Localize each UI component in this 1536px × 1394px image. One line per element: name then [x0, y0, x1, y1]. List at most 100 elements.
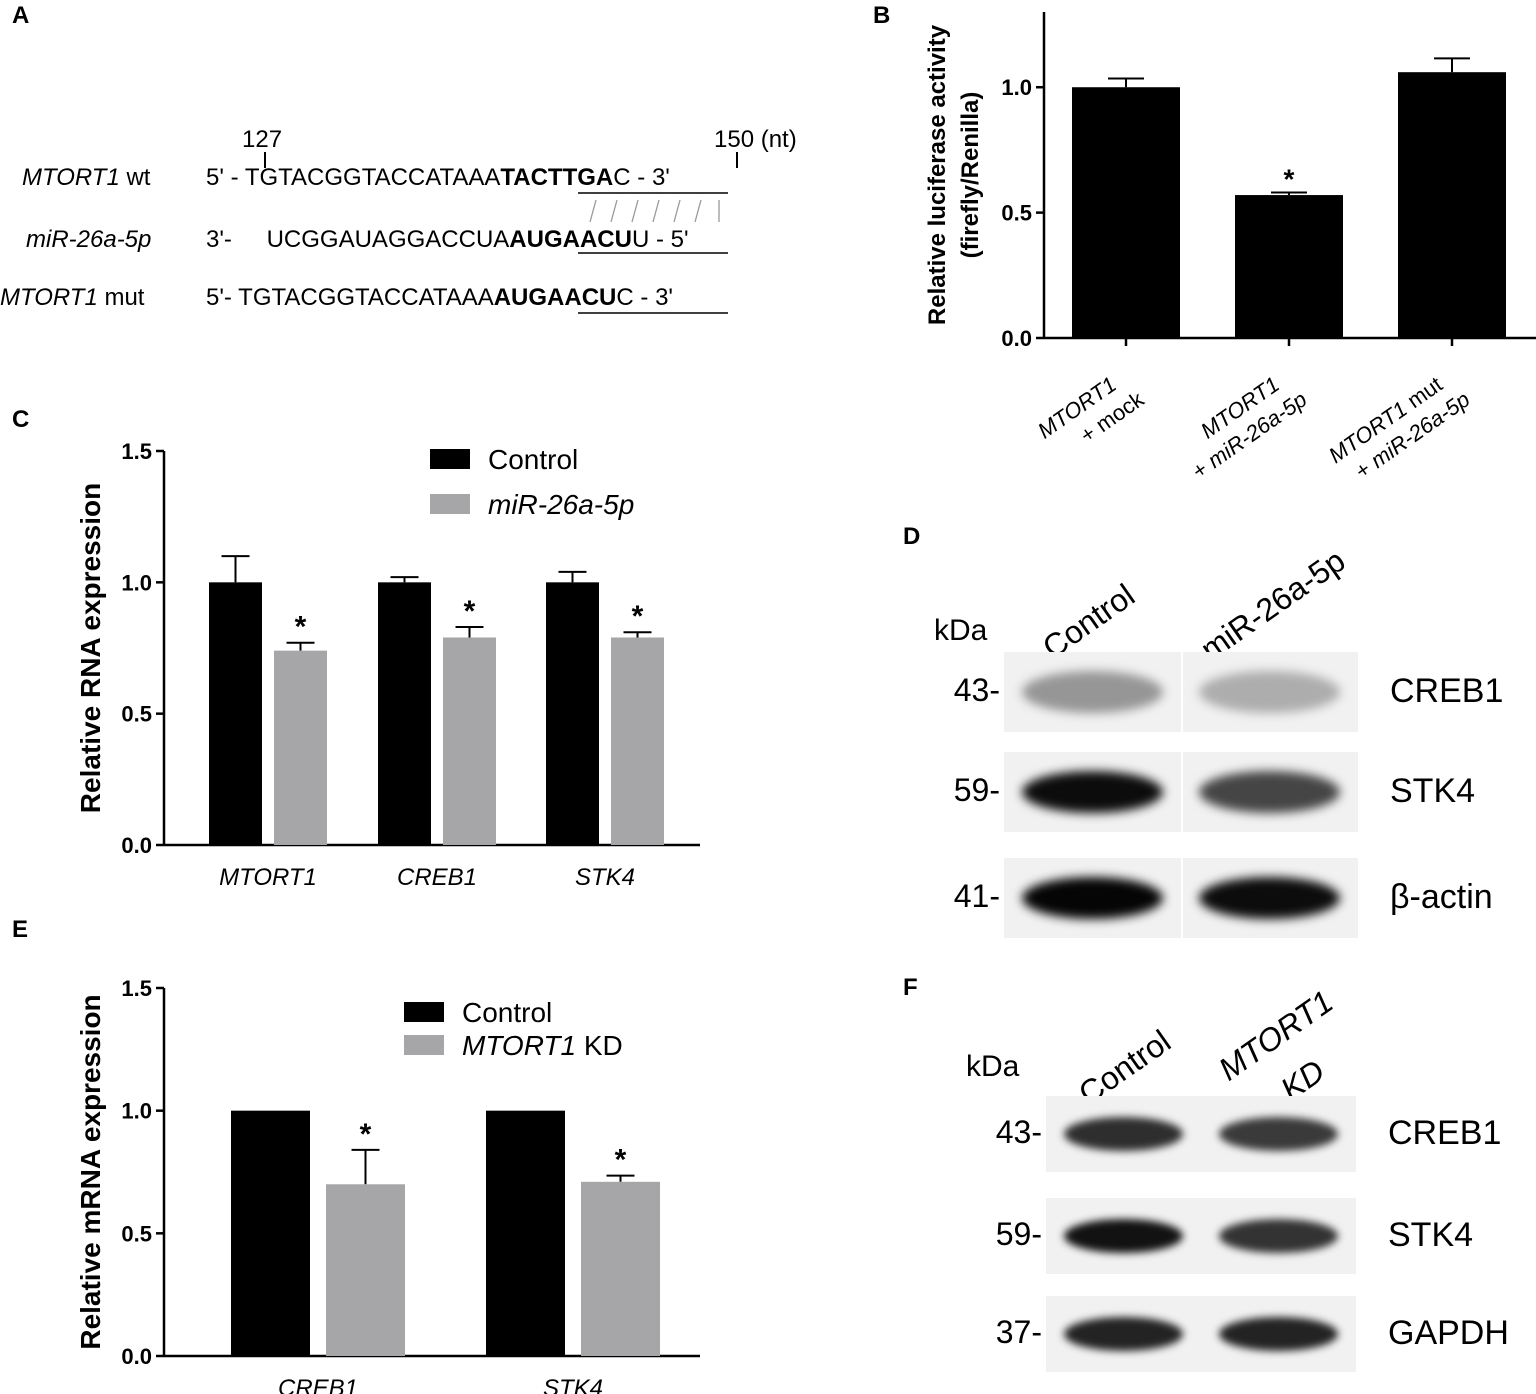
- chart-b-ylabel-2: (firefly/Renilla): [957, 92, 984, 259]
- blot-d-protein-label: STK4: [1390, 772, 1476, 810]
- seq-row-mut-sequence: 5'- TGTACGGTACCATAAAAUGAACUC - 3': [206, 284, 673, 311]
- blot-f-band: [1064, 1219, 1183, 1253]
- chart-c-legend-label: Control: [488, 444, 578, 475]
- blot-f-band: [1064, 1117, 1183, 1151]
- chart-e-legend-label: Control: [462, 997, 552, 1028]
- chart-e-bar: [486, 1110, 565, 1356]
- chart-b-bar: [1072, 87, 1180, 338]
- blot-d-band: [1022, 671, 1163, 713]
- panel-letter-c: C: [12, 406, 30, 433]
- chart-e-bar: [231, 1110, 310, 1356]
- blot-f-band: [1219, 1117, 1338, 1151]
- chart-e-bar: [326, 1184, 405, 1356]
- chart-b-y-tick-label: 1.0: [1001, 75, 1032, 100]
- chart-e-y-tick-label: 0.5: [121, 1221, 152, 1246]
- chart-b-y-tick-label: 0.0: [1001, 326, 1032, 351]
- blot-d-band: [1199, 771, 1340, 813]
- chart-e-legend-swatch: [404, 1035, 444, 1055]
- blot-f-band-strip: [1046, 1096, 1356, 1172]
- blot-f-band-strip: [1046, 1296, 1356, 1372]
- chart-b-ylabel: Relative luciferase activity: [924, 24, 951, 325]
- blot-f-band: [1064, 1317, 1183, 1351]
- chart-e-legend-swatch: [404, 1002, 444, 1022]
- blot-d-protein-label: CREB1: [1390, 672, 1504, 710]
- blot-f-marker-label: 37-: [995, 1314, 1042, 1350]
- panel-letter-b: B: [873, 2, 891, 29]
- seq-row-mir-name: miR-26a-5p: [26, 226, 152, 253]
- chart-c-x-label: CREB1: [397, 864, 477, 891]
- blot-f-band-strip: [1046, 1198, 1356, 1274]
- blot-d-marker-label: 43-: [953, 672, 1000, 708]
- chart-b-bar: [1398, 72, 1506, 338]
- chart-c-bar: [443, 637, 496, 845]
- blot-d-band-strip: [1004, 858, 1358, 938]
- chart-c-significance-star: *: [632, 600, 644, 633]
- chart-e-y-tick-label: 0.0: [121, 1344, 152, 1369]
- blot-d-lane-divider: [1181, 858, 1183, 938]
- position-end-label: 150 (nt): [714, 126, 797, 153]
- blot-f-protein-label: GAPDH: [1388, 1314, 1509, 1352]
- chart-e-x-label: STK4: [543, 1375, 603, 1394]
- blot-d-band: [1022, 771, 1163, 813]
- position-start-tick: [264, 152, 266, 168]
- chart-e-significance-star: *: [360, 1118, 372, 1151]
- chart-c-bar: [378, 582, 431, 845]
- chart-b-x-label: MTORT1+ miR-26a-5p: [1171, 364, 1311, 484]
- seq-row-mir-sequence: 3'- UCGGAUAGGACCUAAUGAACUU - 5': [206, 226, 689, 253]
- blot-d-lane-divider: [1181, 652, 1183, 732]
- chart-e-y-tick-label: 1.0: [121, 1099, 152, 1124]
- blot-f-protein-label: CREB1: [1388, 1114, 1502, 1152]
- chart-c-bar: [611, 637, 664, 845]
- blot-d-protein-label: β-actin: [1390, 878, 1493, 916]
- blot-f-marker-label: 59-: [995, 1216, 1042, 1252]
- chart-b-x-label: MTORT1 mut+ miR-26a-5p: [1324, 364, 1474, 491]
- blot-d-kda-label: kDa: [934, 614, 988, 647]
- chart-c-ylabel: Relative RNA expression: [75, 483, 106, 813]
- chart-e-bar: [581, 1181, 660, 1356]
- chart-c-significance-star: *: [295, 611, 307, 644]
- chart-c-bar: [274, 650, 327, 845]
- seed-region-mir: AUGAACU: [509, 226, 632, 253]
- blot-f-marker-label: 43-: [995, 1114, 1042, 1150]
- seed-region-wt: TACTTGA: [500, 164, 614, 191]
- blot-d-band-strip: [1004, 652, 1358, 732]
- chart-c-x-label: STK4: [575, 864, 635, 891]
- blot-d-band: [1199, 671, 1340, 713]
- seed-region-mut: AUGAACU: [493, 284, 617, 311]
- blot-f-protein-label: STK4: [1388, 1216, 1474, 1254]
- seq-row-wt-sequence: 5' - TGTACGGTACCATAAATACTTGAC - 3': [206, 164, 670, 191]
- blot-f-band: [1219, 1317, 1338, 1351]
- blot-d-marker-label: 41-: [953, 878, 1000, 914]
- chart-e-y-tick-label: 1.5: [121, 976, 152, 1001]
- chart-b-bar: [1235, 195, 1343, 338]
- blot-d-band: [1022, 877, 1163, 919]
- blot-d-band-strip: [1004, 752, 1358, 832]
- chart-c-y-tick-label: 0.5: [121, 702, 152, 727]
- blot-f-kda-label: kDa: [966, 1050, 1020, 1083]
- blot-f-band: [1219, 1219, 1338, 1253]
- chart-b-y-tick-label: 0.5: [1001, 201, 1032, 226]
- chart-e-x-label: CREB1: [278, 1375, 358, 1394]
- panel-letter-a: A: [12, 2, 30, 29]
- chart-e-legend-label: MTORT1 KD: [462, 1030, 623, 1061]
- chart-c-x-label: MTORT1: [219, 864, 317, 891]
- blot-d-marker-label: 59-: [953, 772, 1000, 808]
- chart-e-significance-star: *: [615, 1144, 627, 1177]
- chart-c-legend-swatch: [430, 449, 470, 469]
- chart-e-ylabel: Relative mRNA expression: [75, 994, 106, 1349]
- panel-letter-f: F: [903, 974, 918, 1001]
- chart-b-x-label: MTORT1+ mock: [1033, 363, 1149, 466]
- chart-c-y-tick-label: 1.0: [121, 570, 152, 595]
- chart-c-y-tick-label: 0.0: [121, 833, 152, 858]
- blot-d-band: [1199, 877, 1340, 919]
- position-start-label: 127: [242, 126, 283, 153]
- chart-c-bar: [546, 582, 599, 845]
- seq-row-wt-name: MTORT1 wt: [22, 164, 151, 191]
- panel-letter-d: D: [903, 523, 921, 550]
- chart-c-y-tick-label: 1.5: [121, 439, 152, 464]
- chart-c-significance-star: *: [464, 595, 476, 628]
- blot-d-lane-divider: [1181, 752, 1183, 832]
- chart-c-bar: [209, 582, 262, 845]
- base-pair-lines: [589, 199, 720, 223]
